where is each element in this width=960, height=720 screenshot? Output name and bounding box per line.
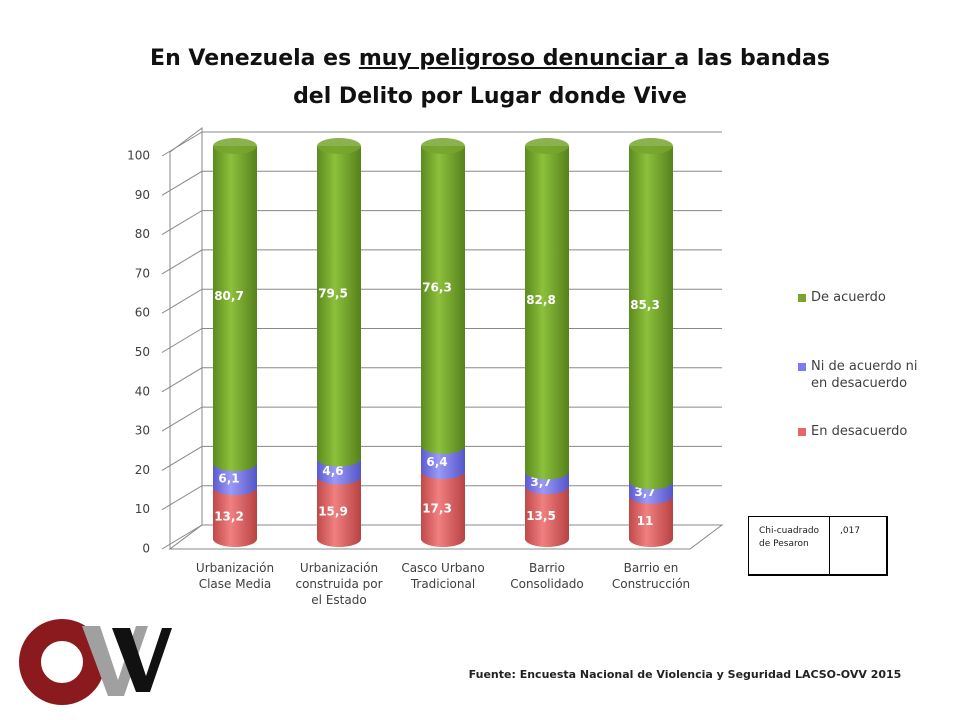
source: Fuente: Encuesta Nacional de Violencia y… (468, 668, 902, 681)
x-tick-label: Barrio Consolidado (510, 561, 584, 591)
x-tick-label: Urbanización construida por el Estado (295, 561, 383, 607)
title-part: del Delito por Lugar donde Vive (293, 84, 687, 109)
bar-edge (317, 531, 361, 547)
bar-edge (213, 531, 257, 547)
y-tick-label: 50 (135, 345, 150, 359)
bar (213, 487, 257, 539)
legend-label: Ni de acuerdo ni en desacuerdo (811, 359, 918, 391)
bar-edge (629, 473, 673, 490)
bar-top (421, 138, 465, 154)
data-label: 17,3 (422, 502, 452, 516)
stat-table: Chi-cuadrado de Pesaron ,017 (748, 516, 888, 576)
data-label: 13,2 (214, 510, 244, 524)
y-tick-label: 70 (135, 266, 150, 280)
bar-edge (421, 463, 465, 480)
data-label: 80,7 (214, 289, 244, 303)
bar-edge (629, 487, 673, 504)
y-tick-label: 0 (142, 542, 150, 556)
legend-label: En desacuerdo (811, 424, 908, 439)
bar-edge (317, 450, 361, 467)
legend-label: De acuerdo (811, 290, 886, 305)
legend-swatch (798, 363, 806, 371)
y-tick-label: 90 (135, 188, 150, 202)
bar-edge (317, 468, 361, 485)
y-tick-label: 20 (135, 463, 150, 477)
bar (421, 471, 465, 539)
x-tick-label: Barrio en Construcción (611, 561, 691, 591)
title-part: En Venezuela es (150, 46, 359, 71)
legend-item: De acuerdo (798, 289, 938, 306)
x-tick-label: Casco Urbano Tradicional (401, 561, 485, 591)
title-part: a las bandas (674, 46, 830, 71)
data-label: 85,3 (630, 298, 660, 312)
bar-edge (525, 463, 569, 480)
bar (317, 146, 361, 459)
data-label: 11 (637, 514, 654, 528)
bar (421, 146, 465, 446)
bar-top (525, 138, 569, 154)
data-label: 6,1 (218, 472, 239, 486)
data-label: 79,5 (318, 287, 348, 301)
x-tick-label: Urbanización Clase Media (195, 561, 275, 591)
bar-top (317, 138, 361, 154)
bar-edge (421, 437, 465, 454)
legend-item: Ni de acuerdo ni en desacuerdo (798, 358, 938, 392)
bar-edge (213, 455, 257, 472)
bar-edge (421, 531, 465, 547)
legend-swatch (798, 428, 806, 436)
data-label: 15,9 (318, 504, 348, 518)
y-tick-label: 10 (135, 502, 150, 516)
title-part: muy peligroso denunciar (358, 46, 675, 71)
bar (317, 476, 361, 539)
bar-edge (525, 477, 569, 494)
legend-item: En desacuerdo (798, 423, 938, 440)
grid-line (161, 131, 722, 157)
stat-label: Chi-cuadrado de Pesaron (749, 517, 830, 574)
bar-edge (629, 531, 673, 547)
y-tick-label: 40 (135, 384, 150, 398)
bar (525, 485, 569, 539)
data-label: 6,4 (426, 455, 447, 469)
y-tick-label: 80 (135, 227, 150, 241)
y-tick-label: 100 (127, 149, 150, 163)
chart-title: En Venezuela es muy peligroso denunciar … (110, 40, 870, 116)
bar-top (629, 138, 673, 154)
legend-swatch (798, 294, 806, 302)
bar (629, 146, 673, 482)
bar (525, 146, 569, 472)
logo (19, 619, 172, 705)
data-label: 13,5 (526, 509, 556, 523)
data-label: 4,6 (322, 464, 343, 478)
data-label: 82,8 (526, 293, 556, 307)
stat-value: ,017 (840, 526, 861, 536)
y-tick-label: 60 (135, 306, 150, 320)
bar-edge (525, 531, 569, 547)
bar-edge (213, 479, 257, 496)
bar-top (213, 138, 257, 154)
data-label: 76,3 (422, 280, 452, 294)
bar (213, 146, 257, 464)
y-tick-label: 30 (135, 424, 150, 438)
